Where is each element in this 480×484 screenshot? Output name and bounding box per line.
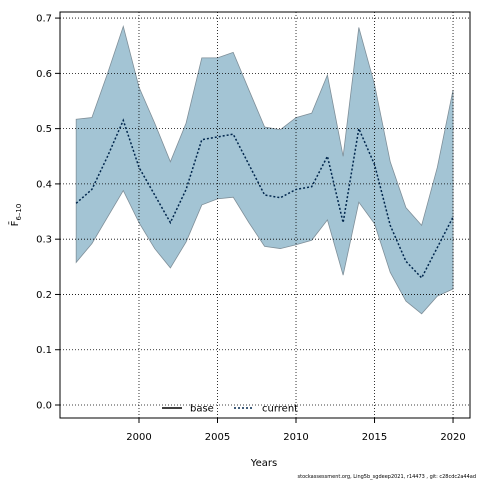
y-tick-label: 0.0 [36, 401, 52, 412]
x-tick-label: 2010 [283, 432, 308, 443]
legend-label: base [190, 404, 214, 415]
y-tick-label: 0.1 [36, 345, 52, 356]
y-label-main: F̄ [8, 220, 21, 226]
y-label-sub: 6–10 [15, 204, 23, 221]
y-tick-label: 0.6 [36, 69, 52, 80]
y-tick-label: 0.7 [36, 14, 52, 25]
y-tick-label: 0.2 [36, 290, 52, 301]
x-tick-label: 2015 [362, 432, 387, 443]
y-tick-label: 0.4 [36, 179, 52, 190]
plot-frame [59, 11, 471, 419]
x-tick-label: 2020 [440, 432, 465, 443]
confidence-band [75, 24, 454, 315]
line [75, 118, 454, 280]
x-axis-label: Years [250, 458, 277, 469]
x-tick-label: 2000 [126, 432, 151, 443]
y-tick-label: 0.5 [36, 124, 52, 135]
legend-label: current [262, 404, 298, 415]
footer: stockassessment.org, Ling5b_sgdeep2021, … [298, 474, 477, 480]
x-tick-label: 2005 [205, 432, 230, 443]
y-axis-label: F̄6–10 [8, 204, 23, 227]
y-tick-label: 0.3 [36, 235, 52, 246]
